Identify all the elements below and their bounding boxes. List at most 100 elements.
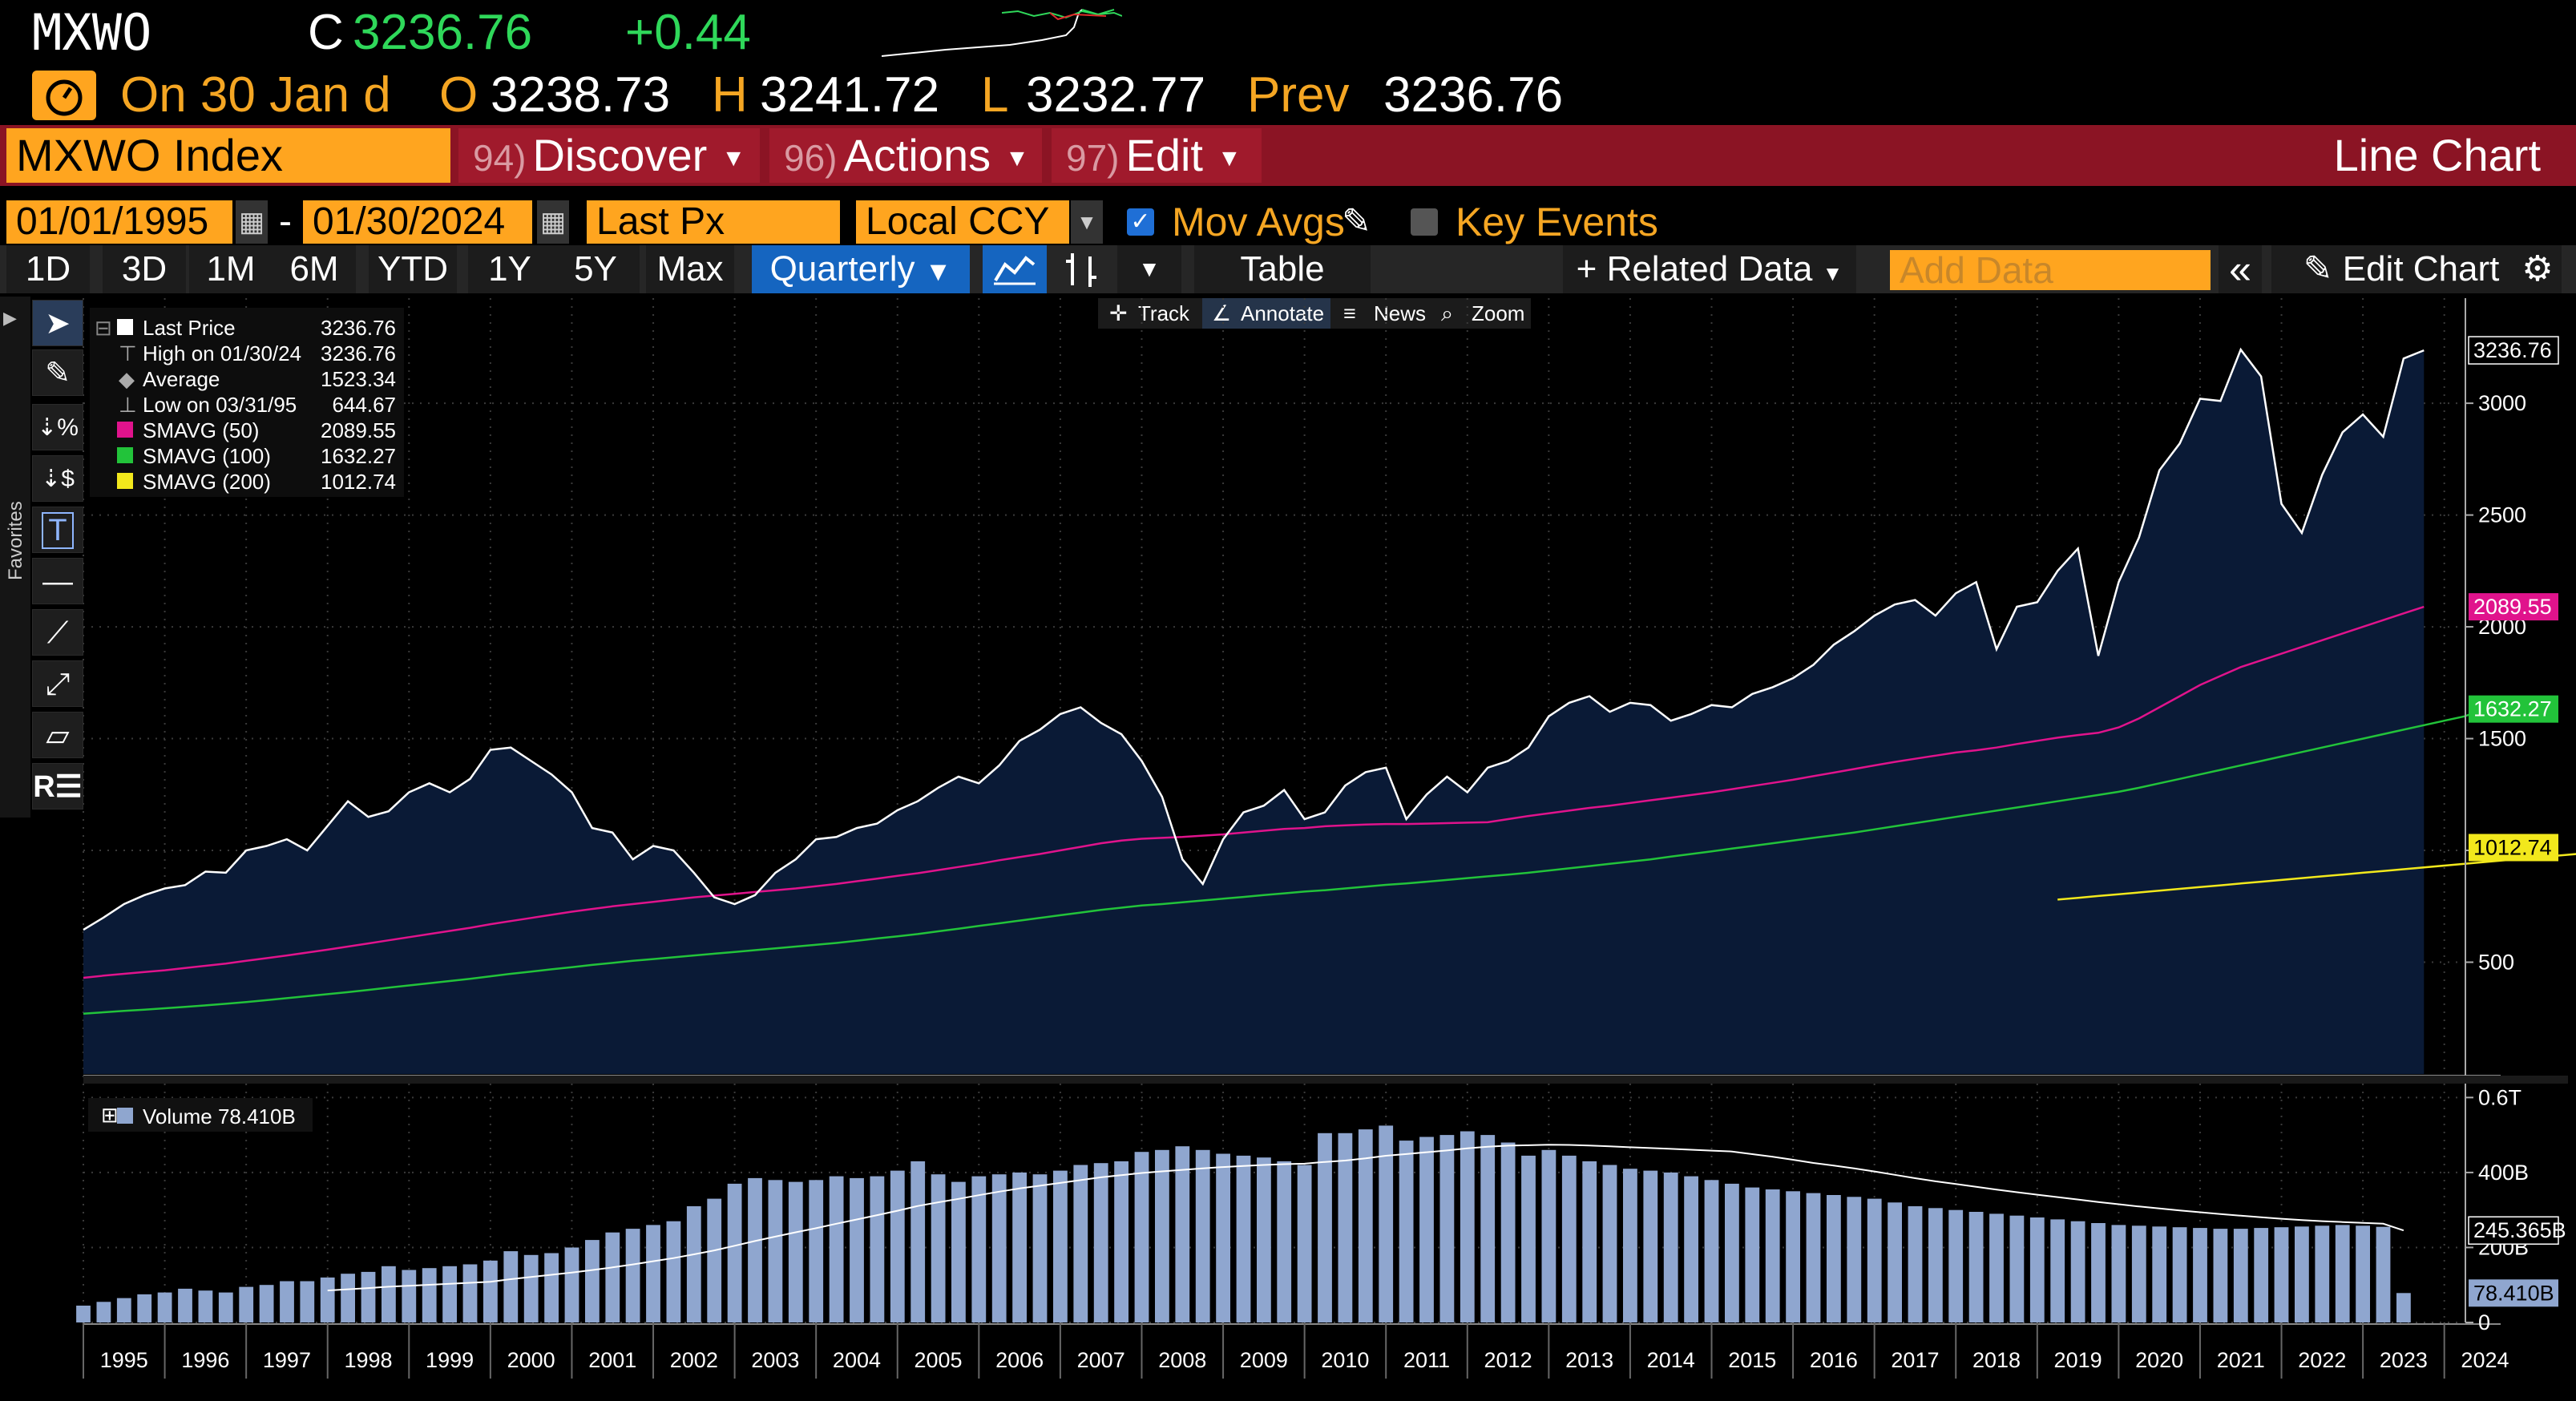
year-label: 2009 xyxy=(1240,1348,1288,1372)
expand-icon[interactable]: ⊞ xyxy=(101,1103,119,1127)
year-label: 2012 xyxy=(1484,1348,1532,1372)
table-button[interactable]: Table xyxy=(1194,245,1371,293)
edit-chart-button[interactable]: ✎ Edit Chart xyxy=(2271,245,2531,293)
price-chart[interactable]: ✛ Track ∠ Annotate ≡ News ⌕ Zoom 500 1500 2000… xyxy=(0,293,2576,1401)
volume-bar xyxy=(2091,1223,2106,1322)
start-date-input[interactable]: 01/01/1995 xyxy=(6,200,232,244)
trend-line-icon[interactable]: ⟋ xyxy=(32,609,83,656)
volume-bar xyxy=(1521,1155,1536,1322)
mov-avgs-checkbox[interactable]: ✓ xyxy=(1127,208,1154,236)
volume-bar xyxy=(1602,1165,1617,1322)
horizontal-line-icon[interactable]: — xyxy=(32,558,83,604)
period-button-5y[interactable]: 5Y xyxy=(551,245,640,293)
volume-bar xyxy=(1888,1202,1902,1322)
calendar-icon[interactable]: ▦ xyxy=(537,200,569,244)
discover-menu[interactable]: 94) Discover ▼ xyxy=(458,128,760,183)
expand-arrow-icon[interactable]: ▶ xyxy=(3,308,17,328)
pencil-icon[interactable]: ✎ xyxy=(1342,202,1371,241)
track-tool[interactable]: ✛ Track xyxy=(1109,301,1190,325)
actions-menu[interactable]: 96) Actions ▼ xyxy=(769,128,1042,183)
period-button-1d[interactable]: 1D xyxy=(6,245,90,293)
news-label: News xyxy=(1374,301,1426,325)
volume-bar xyxy=(361,1271,376,1322)
volume-bar xyxy=(1338,1133,1353,1322)
news-tool[interactable]: ≡ News xyxy=(1343,301,1426,325)
bar-chart-icon[interactable] xyxy=(1050,245,1114,293)
volume-bar xyxy=(1134,1152,1149,1322)
speedometer-icon[interactable] xyxy=(32,71,96,120)
price-tick-label: 3000 xyxy=(2478,391,2526,415)
volume-bar xyxy=(503,1251,519,1322)
year-label: 2021 xyxy=(2217,1348,2265,1372)
legend-value: 644.67 xyxy=(332,393,396,417)
key-events-checkbox[interactable] xyxy=(1411,208,1438,236)
add-data-input[interactable]: Add Data xyxy=(1890,250,2211,290)
volume-bar xyxy=(382,1266,396,1322)
frequency-selector[interactable]: Quarterly ▼ xyxy=(752,245,970,293)
period-button-1m[interactable]: 1M xyxy=(189,245,273,293)
edit-menu[interactable]: 97) Edit ▼ xyxy=(1052,128,1262,183)
year-label: 2003 xyxy=(751,1348,799,1372)
volume-bar xyxy=(605,1232,620,1322)
volume-bar xyxy=(462,1264,478,1322)
volume-bar xyxy=(931,1174,946,1322)
caret-down-icon: ▼ xyxy=(924,256,952,287)
field-selector[interactable]: Last Px xyxy=(587,200,840,244)
chart-tools: ✛ Track ∠ Annotate ≡ News ⌕ Zoom xyxy=(1098,298,1531,329)
period-button-3d[interactable]: 3D xyxy=(103,245,186,293)
price-change-icon[interactable]: ⇣$ xyxy=(32,455,83,502)
chevron-down-icon[interactable]: ▼ xyxy=(1071,200,1103,244)
retracement-icon[interactable]: R☰ xyxy=(32,763,83,810)
volume-bar xyxy=(1480,1135,1496,1322)
legend-value: 3236.76 xyxy=(321,341,396,365)
caret-down-icon: ▼ xyxy=(721,145,746,172)
period-button-6m[interactable]: 6M xyxy=(273,245,356,293)
pointer-icon[interactable]: ➤ xyxy=(32,300,83,346)
volume-bar xyxy=(910,1161,926,1322)
volume-bar xyxy=(1684,1176,1698,1322)
volume-bar xyxy=(1786,1191,1800,1322)
volume-bar xyxy=(1704,1180,1719,1322)
end-date-input[interactable]: 01/30/2024 xyxy=(303,200,532,244)
ray-icon[interactable]: ⤢ xyxy=(32,660,83,707)
calendar-icon[interactable]: ▦ xyxy=(236,200,268,244)
text-icon[interactable]: T xyxy=(32,507,83,553)
volume-bar xyxy=(727,1183,742,1322)
legend-marker-icon: ◆ xyxy=(119,367,135,391)
annotate-tool[interactable]: ∠ Annotate xyxy=(1212,301,1324,325)
volume-tick-label: 0 xyxy=(2478,1310,2490,1334)
volume-bar xyxy=(1012,1172,1027,1322)
channel-icon[interactable]: ▱ xyxy=(32,712,83,758)
line-chart-icon[interactable] xyxy=(983,245,1047,293)
collapse-icon[interactable]: « xyxy=(2219,245,2262,293)
period-button-1y[interactable]: 1Y xyxy=(468,245,551,293)
volume-bar xyxy=(1399,1141,1414,1322)
related-data-button[interactable]: + Related Data ▼ xyxy=(1563,245,1856,293)
panel-splitter[interactable] xyxy=(83,1076,2568,1084)
discover-label: Discover xyxy=(532,130,708,180)
gear-icon[interactable]: ⚙ xyxy=(2513,245,2562,293)
pen-icon[interactable]: ✎ xyxy=(32,349,83,396)
currency-selector[interactable]: Local CCY xyxy=(856,200,1069,244)
percent-change-icon[interactable]: ⇣% xyxy=(32,404,83,450)
year-label: 2015 xyxy=(1728,1348,1776,1372)
zoom-tool[interactable]: ⌕ Zoom xyxy=(1441,301,1524,325)
collapse-icon[interactable]: ⊟ xyxy=(95,316,112,340)
volume-bar xyxy=(1155,1149,1169,1322)
chart-style-dropdown[interactable]: ▼ xyxy=(1117,245,1181,293)
period-button-ytd[interactable]: YTD xyxy=(369,245,457,293)
prev-value: 3236.76 xyxy=(1383,67,1564,123)
volume-bar xyxy=(890,1170,905,1322)
price-value-tag-text: 1632.27 xyxy=(2473,697,2552,721)
security-field[interactable]: MXWO Index xyxy=(6,128,450,183)
volume-bar xyxy=(218,1292,233,1322)
volume-tick-label: 400B xyxy=(2478,1161,2529,1185)
year-label: 2001 xyxy=(588,1348,636,1372)
volume-swatch xyxy=(117,1108,133,1124)
favorites-tab[interactable]: Favorites xyxy=(5,501,26,580)
period-button-max[interactable]: Max xyxy=(646,245,734,293)
volume-bar xyxy=(870,1176,885,1322)
volume-bar xyxy=(422,1268,437,1322)
price-value-tag-box xyxy=(2469,834,2558,862)
volume-bar xyxy=(2050,1219,2065,1322)
